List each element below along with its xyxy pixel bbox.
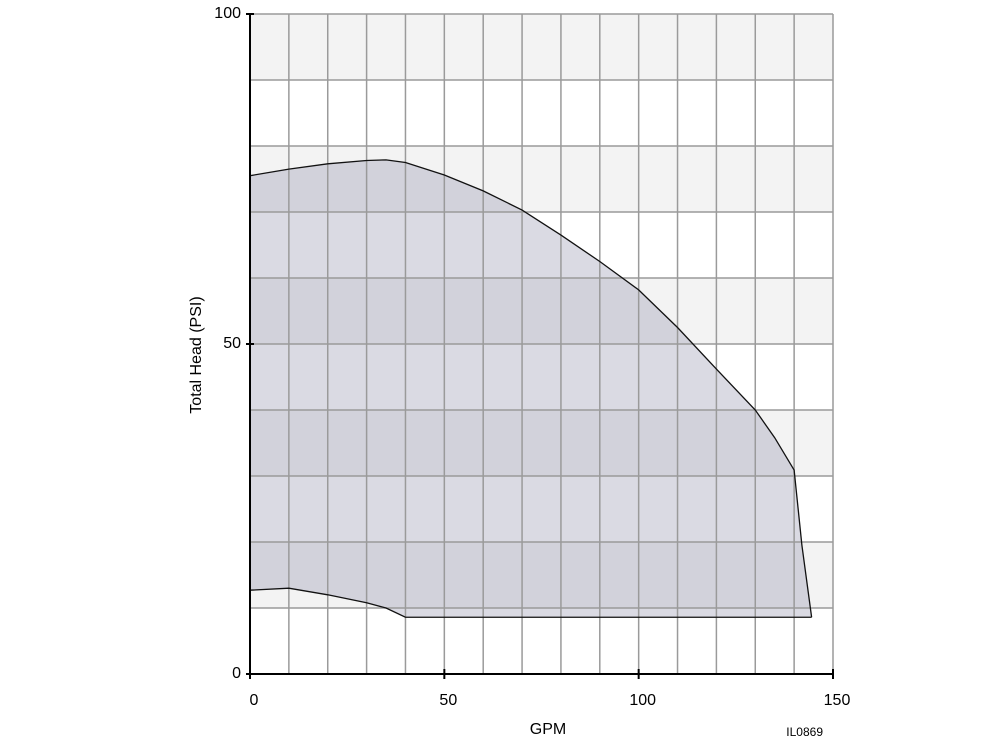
grid-band [250,278,833,344]
grid-band [250,542,833,608]
y-tick-label: 0 [232,665,241,682]
grid-band [250,410,833,476]
x-axis-label: GPM [530,721,566,738]
grid-band [250,14,833,80]
area-boundary [249,587,812,618]
x-tick-label: 50 [439,692,457,709]
y-axis-label: Total Head (PSI) [188,296,205,413]
y-tick-label: 100 [214,5,241,22]
x-tick-label: 100 [629,692,656,709]
x-tick-label: 150 [824,692,851,709]
y-tick-label: 50 [223,335,241,352]
x-tick-label: 0 [250,692,259,709]
area-fill [250,159,812,618]
area-boundary [249,159,813,618]
annotation: IL0869 [786,725,823,739]
grid-band [250,146,833,212]
